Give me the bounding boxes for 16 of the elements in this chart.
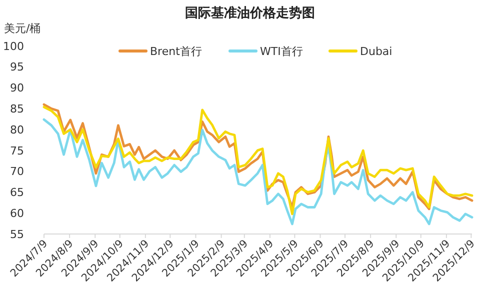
chart-title: 国际基准油价格走势图	[185, 5, 315, 21]
y-tick-label: 60	[10, 206, 24, 220]
legend-label: WTI首行	[260, 44, 303, 58]
y-tick-label: 85	[10, 102, 24, 116]
y-tick-label: 65	[10, 186, 24, 200]
y-tick-label: 55	[10, 228, 24, 241]
y-tick-label: 70	[10, 165, 24, 178]
y-tick-label: 95	[10, 60, 24, 74]
line-series	[42, 118, 474, 226]
legend-label: Dubai	[360, 44, 392, 58]
y-tick-label: 90	[10, 82, 24, 95]
legend-label: Brent首行	[150, 44, 202, 58]
y-axis-title: 美元/桶	[4, 22, 41, 35]
y-tick-label: 75	[10, 144, 24, 158]
y-tick-label: 100	[3, 40, 24, 53]
y-tick-label: 80	[10, 123, 24, 136]
